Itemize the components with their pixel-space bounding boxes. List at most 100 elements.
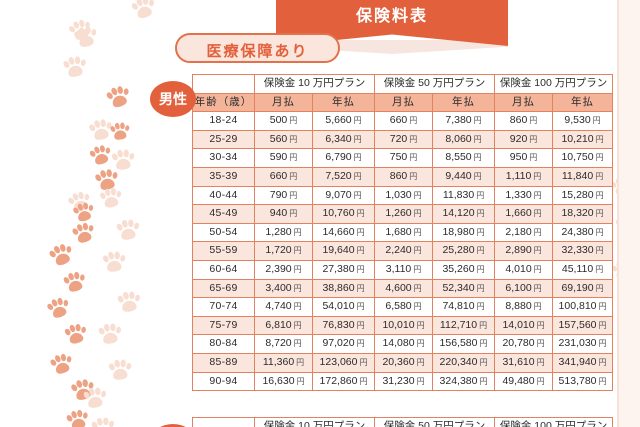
premium-amount: 950: [509, 151, 528, 164]
premium-amount: 20,360: [382, 355, 415, 368]
plan-header-2: 保険金 100 万円プラン: [494, 74, 614, 94]
premium-amount: 31,230: [382, 374, 415, 387]
premium-amount: 2,180: [505, 225, 532, 238]
premium-amount: 2,390: [265, 262, 292, 275]
yen-unit: 円: [289, 190, 298, 200]
yen-unit: 円: [413, 227, 422, 237]
premium-amount: 860: [389, 169, 408, 182]
yen-unit: 円: [413, 190, 422, 200]
yen-unit: 円: [359, 376, 368, 386]
yen-unit: 円: [289, 209, 298, 219]
cell-premium-1: 10,760 円: [311, 204, 376, 224]
premium-amount: 19,640: [322, 244, 355, 257]
cell-premium-4: 1,330 円: [494, 185, 554, 206]
paw-print-icon: [100, 81, 138, 119]
cell-premium-1: 123,060 円: [311, 352, 376, 373]
cell-premium-5: 341,940 円: [552, 352, 614, 373]
yen-unit: 円: [595, 190, 604, 200]
cell-premium-4: 920 円: [494, 129, 554, 150]
yen-unit: 円: [598, 302, 607, 312]
table-row: 55-59 1,720 円 19,640 円 2,240 円 25,280 円 2,890 円 32,…: [192, 241, 614, 261]
cell-premium-1: 6,340 円: [311, 129, 376, 150]
cell-age: 30-34: [192, 148, 255, 168]
cell-age: 18-24: [192, 111, 255, 131]
premium-amount: 112,710: [439, 318, 478, 331]
premium-amount: 1,330: [505, 188, 532, 201]
yen-unit: 円: [598, 320, 607, 330]
yen-unit: 円: [416, 376, 425, 386]
cell-age: 55-59: [192, 241, 255, 261]
premium-amount: 32,330: [561, 244, 594, 257]
table-row: 60-64 2,390 円 27,380 円 3,110 円 35,260 円 4,010 円 45,…: [192, 259, 614, 280]
cell-premium-5: 10,210 円: [552, 129, 614, 150]
paw-print-icon: [41, 293, 78, 330]
yen-unit: 円: [533, 171, 542, 181]
cell-premium-3: 8,550 円: [432, 148, 496, 168]
right-edge-divider: [617, 0, 619, 427]
cell-premium-3: 14,120 円: [432, 204, 496, 224]
premium-amount: 2,890: [505, 244, 532, 257]
yen-unit: 円: [479, 376, 488, 386]
cell-age: 35-39: [192, 166, 255, 187]
cell-age: 50-54: [192, 222, 255, 243]
premium-amount: 4,600: [385, 281, 412, 294]
cell-age: 40-44: [192, 185, 255, 206]
cell-premium-0: 3,400 円: [254, 278, 313, 299]
premium-amount: 590: [269, 151, 288, 164]
cell-premium-5: 157,560 円: [552, 315, 614, 336]
cell-premium-2: 750 円: [374, 148, 434, 168]
premium-amount: 9,440: [445, 169, 472, 182]
table-row: 90-94 16,630 円 172,860 円 31,230 円 324,380 円 49,48…: [192, 371, 614, 392]
premium-amount: 14,120: [442, 207, 475, 220]
yen-unit: 円: [476, 264, 485, 274]
table-corner-cell: [192, 74, 255, 94]
premium-amount: 7,520: [325, 169, 352, 182]
cell-premium-2: 720 円: [374, 129, 434, 150]
cell-premium-1: 172,860 円: [311, 371, 376, 392]
cell-premium-3: 35,260 円: [432, 259, 496, 280]
cell-age: 80-84: [192, 334, 255, 354]
table-row: 45-49 940 円 10,760 円 1,260 円 14,120 円 1,660 円 18,32…: [192, 204, 614, 224]
yen-unit: 円: [296, 376, 305, 386]
premium-amount: 8,060: [445, 132, 472, 145]
yen-unit: 円: [473, 134, 482, 144]
yen-unit: 円: [356, 264, 365, 274]
cell-premium-0: 4,740 円: [254, 297, 313, 317]
yen-unit: 円: [413, 283, 422, 293]
cell-premium-3: 9,440 円: [432, 166, 496, 187]
paw-print-icon: [112, 288, 147, 323]
premium-amount: 324,380: [439, 374, 478, 387]
yen-unit: 円: [476, 190, 485, 200]
premium-amount: 76,830: [322, 318, 355, 331]
cell-premium-4: 950 円: [494, 148, 554, 168]
cell-premium-1: 14,660 円: [311, 222, 376, 243]
yen-unit: 円: [293, 264, 302, 274]
cell-premium-4: 1,110 円: [494, 166, 554, 187]
cell-premium-3: 7,380 円: [432, 111, 496, 131]
cell-premium-4: 20,780 円: [494, 334, 554, 354]
premium-amount: 16,630: [262, 374, 295, 387]
premium-amount: 5,660: [325, 114, 352, 127]
premium-amount: 1,680: [385, 225, 412, 238]
premium-amount: 123,060: [319, 355, 358, 368]
premium-amount: 860: [509, 114, 528, 127]
rate-table-secondary: 保険金 10 万円プラン 保険金 50 万円プラン 保険金 100 万円プラン: [192, 417, 614, 427]
cell-premium-3: 18,980 円: [432, 222, 496, 243]
yen-unit: 円: [353, 134, 362, 144]
cell-premium-2: 31,230 円: [374, 371, 434, 392]
paw-print-icon: [83, 115, 119, 151]
cell-premium-5: 69,190 円: [552, 278, 614, 299]
paw-print-icon: [86, 414, 121, 427]
premium-amount: 920: [509, 132, 528, 145]
cell-age: 60-64: [192, 259, 255, 280]
premium-amount: 27,380: [322, 262, 355, 275]
cell-premium-5: 15,280 円: [552, 185, 614, 206]
cell-premium-1: 9,070 円: [311, 185, 376, 206]
cell-premium-1: 7,520 円: [311, 166, 376, 187]
cell-premium-5: 24,380 円: [552, 222, 614, 243]
paw-print-icon: [106, 146, 140, 180]
premium-amount: 231,030: [558, 337, 597, 350]
premium-amount: 1,030: [385, 188, 412, 201]
table-row: 30-34 590 円 6,790 円 750 円 8,550 円 950 円 10,750 円: [192, 148, 614, 168]
rate-table-body: 18-24 500 円 5,660 円 660 円 7,380 円 860 円 9,530 円 25-29…: [192, 111, 614, 392]
